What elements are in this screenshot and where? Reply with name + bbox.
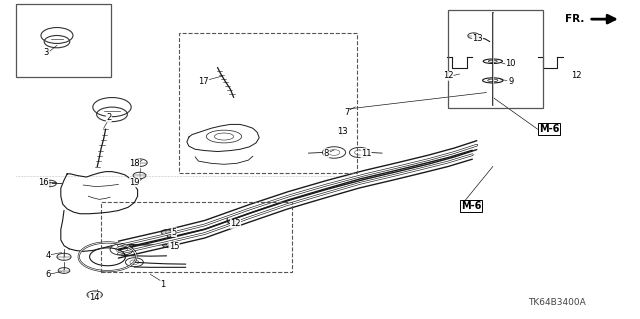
Text: M-6: M-6 [461,201,481,211]
Text: 19: 19 [129,178,140,187]
Text: 14: 14 [90,293,100,302]
Text: 9: 9 [508,77,513,86]
Text: 13: 13 [337,127,348,136]
Text: TK64B3400A: TK64B3400A [528,298,586,307]
Text: 12: 12 [571,71,581,80]
Bar [448,10,543,108]
Text: 12: 12 [230,219,241,228]
Text: 16: 16 [38,178,49,187]
Text: 18: 18 [129,159,140,168]
Text: 3: 3 [44,48,49,57]
Text: 5: 5 [172,228,177,237]
Text: 11: 11 [361,149,371,158]
Text: 13: 13 [472,34,483,43]
Text: 10: 10 [506,59,516,68]
Bar [179,33,357,173]
Bar [16,4,111,77]
Text: 12: 12 [443,71,453,80]
Text: 4: 4 [45,251,51,260]
Text: 15: 15 [169,242,179,251]
Text: 1: 1 [161,280,166,289]
Text: 8: 8 [324,149,329,158]
Bar [101,202,292,272]
Text: 2: 2 [106,113,111,122]
Text: FR.: FR. [565,14,584,24]
Text: 6: 6 [45,271,51,279]
Text: 17: 17 [198,77,209,86]
Text: M-6: M-6 [539,124,559,134]
Text: 7: 7 [344,108,349,117]
